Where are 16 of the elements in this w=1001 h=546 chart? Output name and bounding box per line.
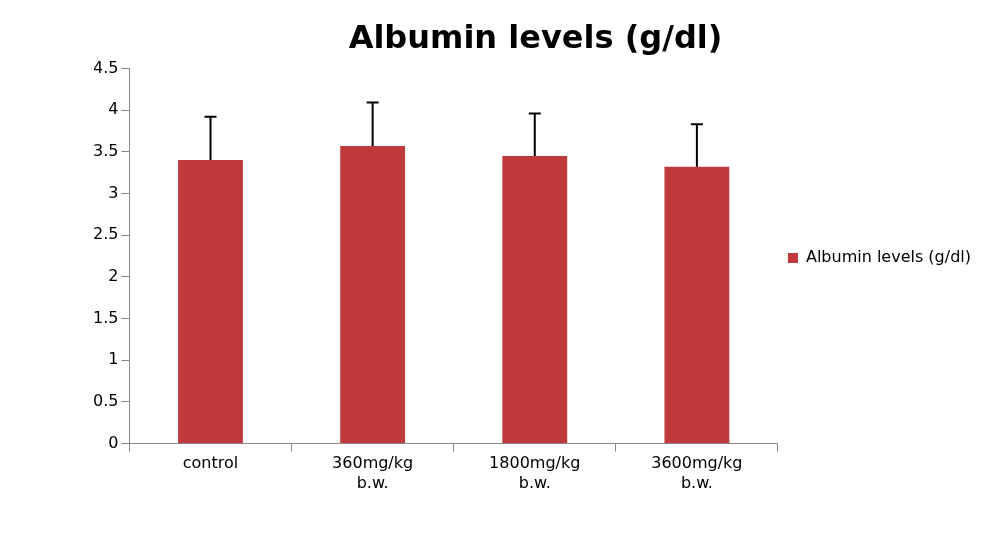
y-tick-label: 3.5	[92, 140, 119, 160]
y-tick-label: 3	[108, 182, 119, 202]
y-tick-label: 2	[108, 266, 119, 285]
x-tick-label: 360mg/kg b.w.	[332, 453, 414, 492]
y-tick-label: 4.5	[92, 57, 119, 77]
x-tick-label: control	[182, 453, 239, 473]
y-tick-label: 2.5	[92, 224, 119, 244]
chart-title: Albumin levels (g/dl)	[348, 17, 723, 56]
y-tick-label: 1.5	[92, 307, 119, 327]
x-tick-label: 1800mg/kg b.w.	[489, 453, 581, 492]
x-tick-label: 3600mg/kg b.w.	[651, 453, 743, 492]
y-tick-label: 1	[108, 349, 119, 369]
legend-label: Albumin levels (g/dl)	[805, 247, 971, 267]
y-tick-label: 0	[108, 432, 119, 452]
y-tick-label: 0.5	[92, 391, 119, 411]
y-tick-label: 4	[108, 99, 119, 119]
